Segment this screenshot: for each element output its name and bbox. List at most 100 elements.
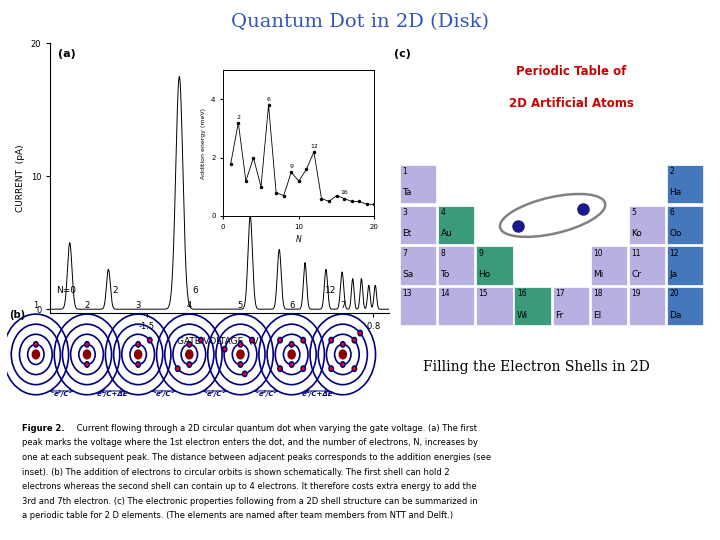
Text: Au: Au: [441, 229, 452, 238]
Y-axis label: CURRENT  (pA): CURRENT (pA): [17, 144, 25, 212]
Circle shape: [86, 363, 88, 366]
Circle shape: [224, 348, 225, 350]
Text: 11: 11: [631, 249, 641, 258]
Circle shape: [35, 343, 37, 346]
Circle shape: [222, 347, 227, 352]
Circle shape: [354, 368, 355, 370]
Text: Sa: Sa: [402, 270, 413, 279]
Text: 3: 3: [402, 208, 408, 217]
Circle shape: [354, 339, 355, 341]
Circle shape: [342, 363, 343, 366]
Text: 3: 3: [135, 301, 141, 310]
Text: a periodic table for 2 D elements. (The elements are named after team members fr: a periodic table for 2 D elements. (The …: [22, 511, 453, 521]
Circle shape: [189, 343, 190, 346]
Text: inset). (b) The addition of electrons to circular orbits is shown schematically.: inset). (b) The addition of electrons to…: [22, 468, 449, 477]
Text: e²/C: e²/C: [207, 390, 222, 397]
Text: N=0: N=0: [56, 286, 76, 295]
Circle shape: [243, 371, 247, 377]
X-axis label: N: N: [296, 235, 302, 244]
Bar: [515, 287, 551, 325]
Text: 6: 6: [266, 97, 271, 102]
Text: 16: 16: [517, 289, 526, 299]
Circle shape: [177, 368, 179, 370]
Text: 10: 10: [593, 249, 603, 258]
Circle shape: [291, 363, 292, 366]
Text: 4: 4: [441, 208, 446, 217]
Circle shape: [34, 342, 38, 347]
Text: Ha: Ha: [670, 188, 682, 198]
Text: one at each subsequent peak. The distance between adjacent peaks corresponds to : one at each subsequent peak. The distanc…: [22, 453, 491, 462]
Text: 13: 13: [402, 289, 412, 299]
Text: 2: 2: [112, 286, 117, 295]
Text: Fr: Fr: [555, 310, 563, 320]
Text: e²/C: e²/C: [54, 390, 69, 397]
Bar: [438, 246, 474, 285]
Text: Ta: Ta: [402, 188, 412, 198]
Text: peak marks the voltage where the 1st electron enters the dot, and the number of : peak marks the voltage where the 1st ele…: [22, 438, 477, 448]
Circle shape: [278, 366, 282, 372]
Text: Periodic Table of: Periodic Table of: [516, 65, 627, 78]
Text: 6: 6: [670, 208, 674, 217]
Circle shape: [84, 350, 91, 359]
Circle shape: [187, 342, 192, 347]
Circle shape: [301, 338, 305, 343]
Text: 5: 5: [631, 208, 636, 217]
Circle shape: [189, 363, 190, 366]
Text: 15: 15: [479, 289, 488, 299]
Bar: [667, 246, 703, 285]
Circle shape: [278, 338, 282, 343]
Circle shape: [352, 338, 356, 343]
Text: 4: 4: [186, 301, 192, 310]
Bar: [438, 287, 474, 325]
X-axis label: GATE VOLTAGE  (V): GATE VOLTAGE (V): [177, 337, 262, 346]
Circle shape: [288, 350, 295, 359]
Text: Ho: Ho: [479, 270, 491, 279]
Text: El: El: [593, 310, 601, 320]
Circle shape: [240, 363, 241, 366]
Circle shape: [32, 350, 40, 359]
Text: 7: 7: [402, 249, 408, 258]
Text: 5: 5: [238, 301, 243, 310]
Text: 1: 1: [402, 167, 407, 177]
Text: e²/C: e²/C: [258, 390, 274, 397]
Circle shape: [244, 373, 246, 375]
Text: Oo: Oo: [670, 229, 682, 238]
Circle shape: [238, 342, 243, 347]
Circle shape: [330, 339, 332, 341]
Text: 12: 12: [325, 286, 336, 295]
Bar: [590, 287, 627, 325]
Text: 12: 12: [670, 249, 679, 258]
Circle shape: [302, 368, 304, 370]
Text: 6: 6: [192, 286, 198, 295]
Text: 18: 18: [593, 289, 603, 299]
Circle shape: [135, 350, 142, 359]
Bar: [400, 287, 436, 325]
Text: e²/C: e²/C: [156, 390, 171, 397]
Circle shape: [237, 350, 244, 359]
Bar: [667, 206, 703, 244]
Text: Quantum Dot in 2D (Disk): Quantum Dot in 2D (Disk): [231, 14, 489, 31]
Circle shape: [341, 362, 345, 367]
Text: 2: 2: [84, 301, 89, 310]
Y-axis label: Addition energy (meV): Addition energy (meV): [200, 107, 205, 179]
Bar: [629, 206, 665, 244]
Text: Ja: Ja: [670, 270, 678, 279]
Circle shape: [136, 362, 140, 367]
Bar: [629, 287, 665, 325]
Text: 8: 8: [441, 249, 445, 258]
Circle shape: [85, 342, 89, 347]
Bar: [400, 206, 436, 244]
Circle shape: [359, 332, 361, 334]
Text: Et: Et: [402, 229, 412, 238]
Text: 20: 20: [670, 289, 679, 299]
Text: 16: 16: [341, 190, 348, 195]
Circle shape: [199, 338, 203, 343]
Bar: [477, 287, 513, 325]
Text: 3rd and 7th electron. (c) The electronic properties following from a 2D shell st: 3rd and 7th electron. (c) The electronic…: [22, 497, 477, 506]
Text: e²/C+ΔE: e²/C+ΔE: [302, 390, 333, 397]
Text: 2: 2: [236, 114, 240, 119]
Circle shape: [289, 342, 294, 347]
Text: (a): (a): [58, 49, 76, 58]
Circle shape: [186, 350, 193, 359]
Text: 2D Artificial Atoms: 2D Artificial Atoms: [509, 97, 634, 111]
